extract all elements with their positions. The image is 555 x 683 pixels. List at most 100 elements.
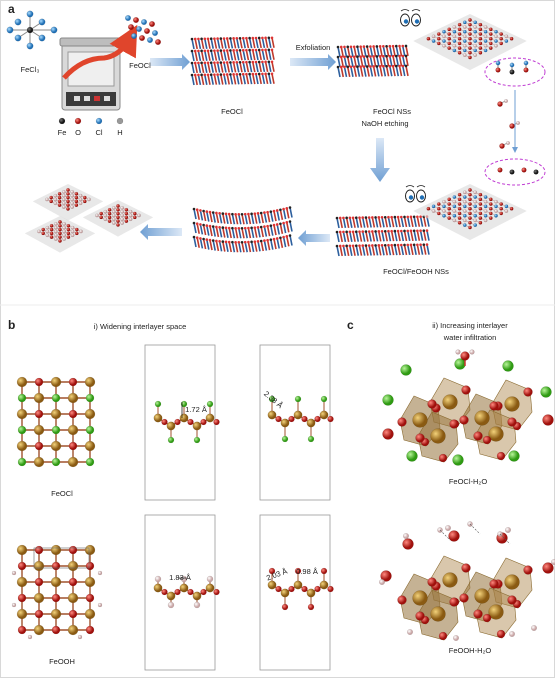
atom xyxy=(125,15,131,21)
atom xyxy=(343,55,346,59)
atom xyxy=(74,199,79,204)
atom xyxy=(356,55,359,58)
bond xyxy=(242,62,246,73)
bond xyxy=(223,62,227,73)
atom xyxy=(285,207,289,210)
bond xyxy=(254,227,258,238)
atom xyxy=(85,625,95,635)
bond xyxy=(191,50,195,62)
bond xyxy=(413,244,417,255)
bond xyxy=(356,56,361,67)
atom xyxy=(348,216,352,220)
atom xyxy=(352,65,356,69)
atom xyxy=(234,226,237,230)
atom xyxy=(95,117,103,125)
bond xyxy=(241,214,245,225)
bond xyxy=(342,231,347,243)
bond xyxy=(392,65,396,77)
bond xyxy=(336,217,340,229)
bond xyxy=(254,213,258,224)
atom xyxy=(167,436,175,444)
bond xyxy=(197,50,202,62)
atom xyxy=(205,413,215,423)
atom xyxy=(235,61,239,64)
atom xyxy=(447,27,452,32)
bond xyxy=(215,240,220,252)
bond xyxy=(403,244,408,256)
atom xyxy=(494,29,498,34)
atom xyxy=(11,602,17,608)
atom xyxy=(385,54,388,58)
atom xyxy=(488,32,493,36)
atom xyxy=(254,60,258,64)
atom xyxy=(199,209,202,212)
atom xyxy=(50,608,62,620)
atom xyxy=(338,230,342,234)
bond xyxy=(245,61,250,73)
atom xyxy=(231,212,234,216)
atom xyxy=(457,220,462,225)
atom xyxy=(468,41,472,46)
atom xyxy=(409,229,413,233)
bond xyxy=(398,55,403,67)
atom xyxy=(459,593,469,603)
atom xyxy=(161,418,168,426)
atom xyxy=(462,223,467,227)
label: FeOCl NSs xyxy=(373,107,411,116)
bond xyxy=(206,211,210,222)
atom xyxy=(390,229,393,233)
cell-box xyxy=(259,514,331,671)
bond xyxy=(212,212,216,223)
bond xyxy=(258,61,262,73)
atom xyxy=(523,67,529,73)
atom xyxy=(488,36,493,41)
label: NaOH etching xyxy=(361,119,408,128)
bond xyxy=(371,231,376,242)
atom xyxy=(306,588,316,598)
atom xyxy=(124,211,129,216)
atom xyxy=(504,204,509,209)
atom xyxy=(516,121,520,125)
atom xyxy=(419,215,422,218)
cell-box xyxy=(259,344,331,501)
atom xyxy=(221,226,225,229)
bond xyxy=(264,61,269,73)
atom xyxy=(232,61,235,64)
atom xyxy=(57,199,62,204)
atom xyxy=(190,73,194,77)
atom xyxy=(460,351,470,361)
atom xyxy=(132,215,137,220)
atom xyxy=(462,204,467,209)
atom xyxy=(218,225,221,229)
bond xyxy=(271,73,275,84)
bond xyxy=(286,208,290,219)
bond xyxy=(384,231,388,242)
atom xyxy=(213,49,216,52)
atom xyxy=(144,28,150,34)
bond xyxy=(403,230,408,242)
bond xyxy=(271,61,275,72)
atom xyxy=(166,421,176,431)
bond xyxy=(337,66,341,78)
bond xyxy=(263,212,268,223)
atom xyxy=(107,211,112,216)
bond xyxy=(343,56,348,68)
atom xyxy=(362,65,366,68)
atom xyxy=(111,209,116,214)
atom xyxy=(33,624,45,636)
atom xyxy=(222,37,226,40)
atom xyxy=(398,64,401,68)
atom xyxy=(200,73,203,77)
atom xyxy=(238,36,242,40)
bond xyxy=(248,61,253,73)
atom xyxy=(371,230,374,233)
atom xyxy=(488,426,504,442)
atom xyxy=(452,195,457,199)
atom xyxy=(11,570,17,576)
atom xyxy=(51,457,61,467)
atom xyxy=(250,240,253,244)
atom xyxy=(431,204,436,209)
bond xyxy=(405,65,409,77)
atom xyxy=(403,215,406,219)
bond xyxy=(229,38,234,49)
